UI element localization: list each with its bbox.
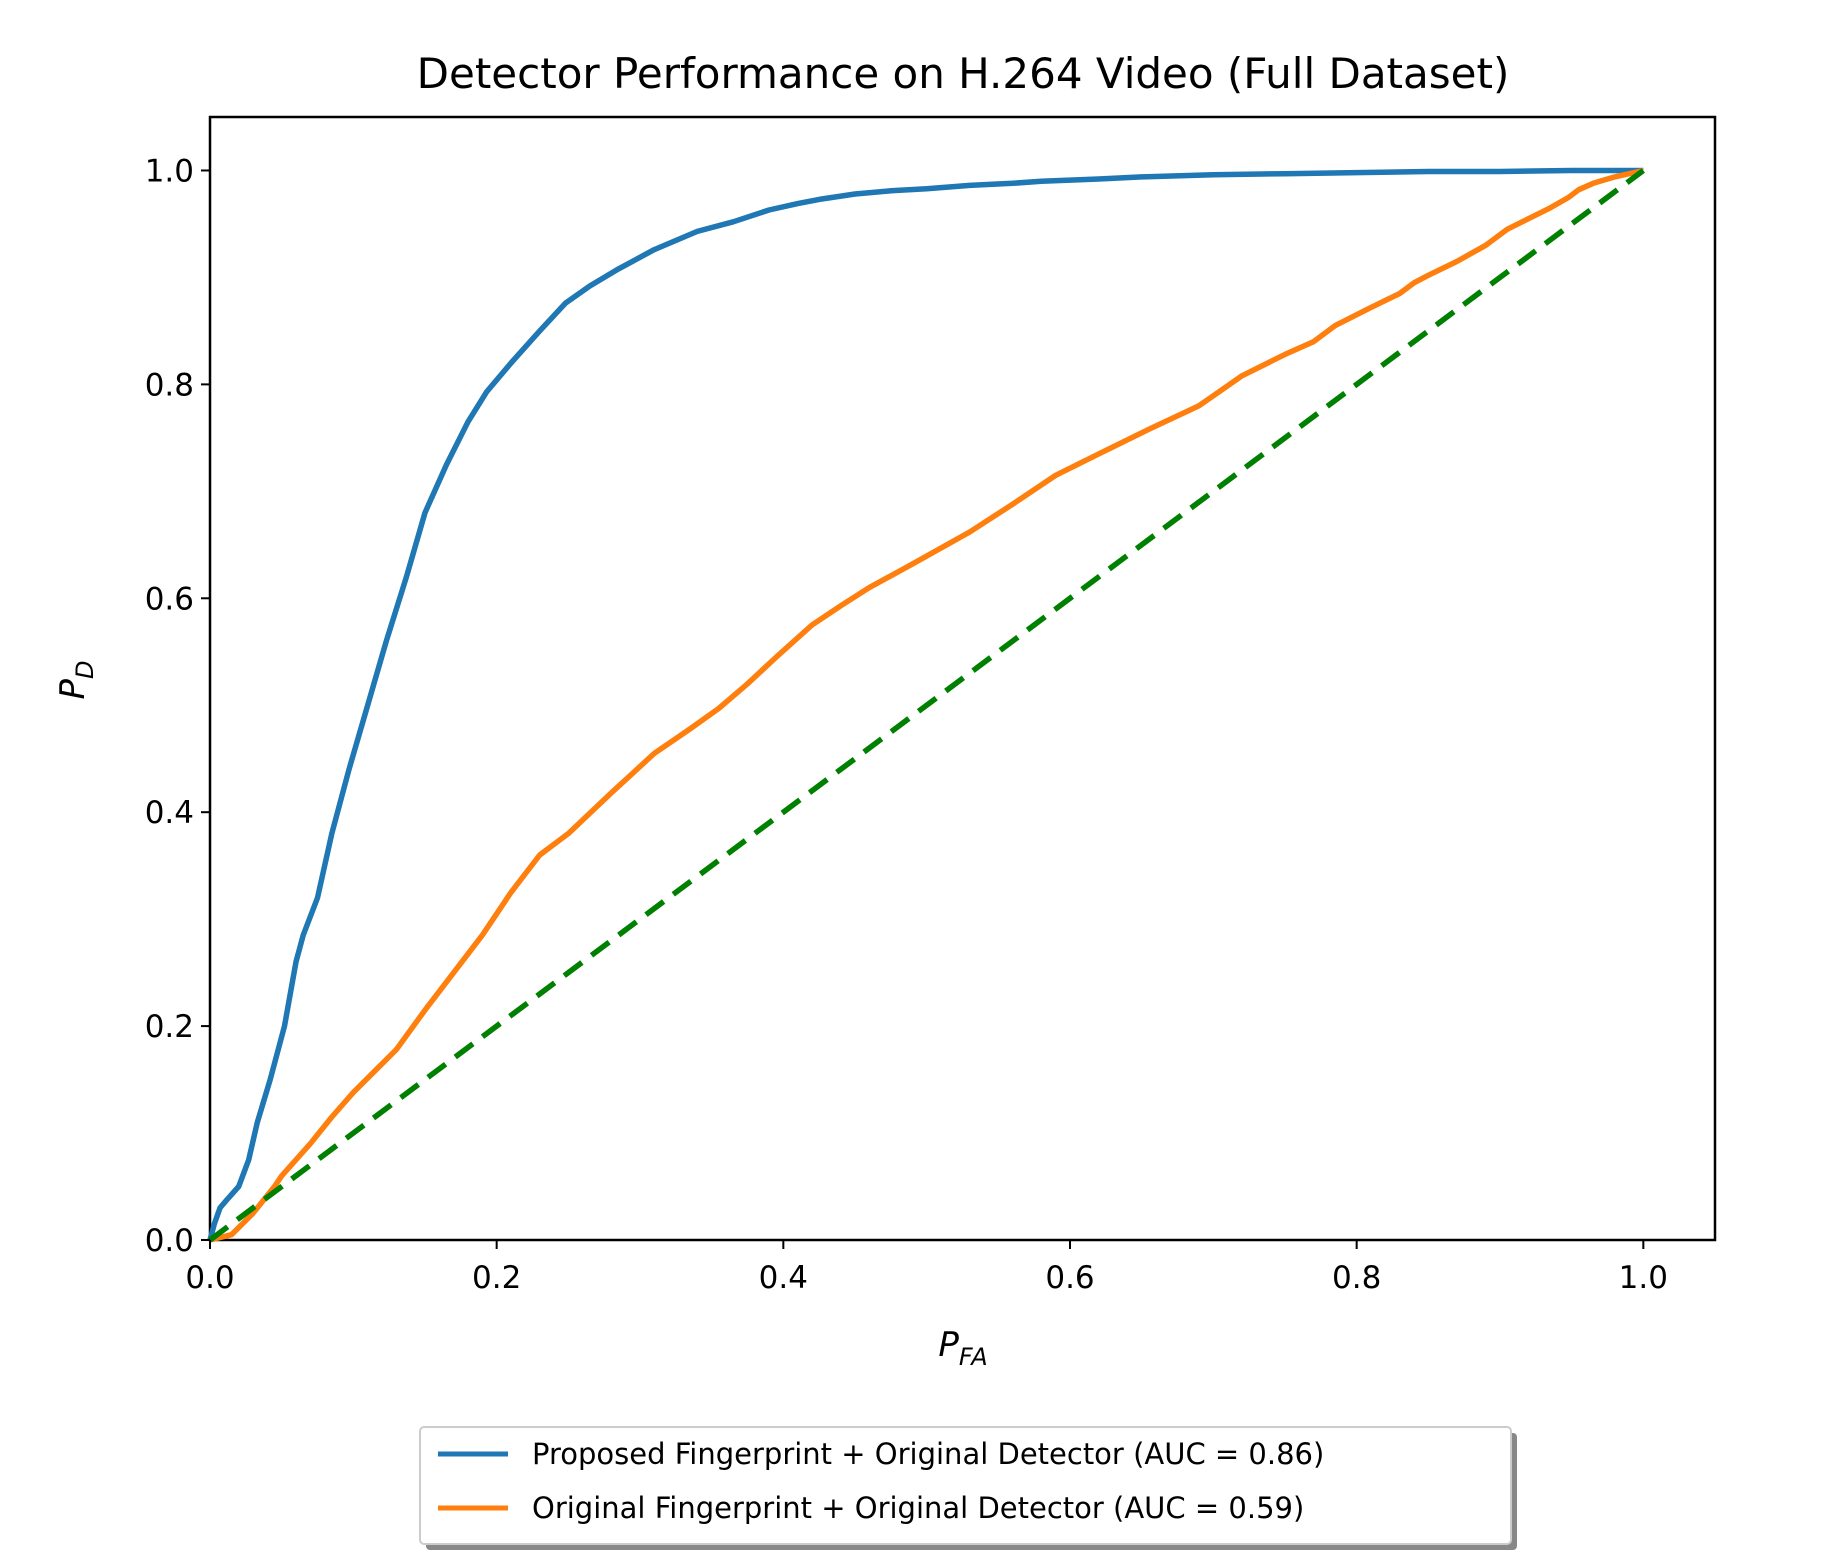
y-axis-label-sub: D [71, 661, 99, 679]
plot-frame [208, 115, 1717, 1242]
chart-title: Detector Performance on H.264 Video (Ful… [417, 49, 1510, 98]
chance-diagonal-line [208, 168, 1645, 1243]
y-axis-label-main: P [53, 679, 93, 700]
x-tick-label: 0.8 [1332, 1260, 1381, 1296]
y-tick-label: 0.2 [145, 1009, 194, 1045]
x-axis: 0.0 0.2 0.4 0.6 0.8 1.0 [185, 1240, 1668, 1296]
x-axis-label-main: P [938, 1325, 959, 1365]
legend: Proposed Fingerprint + Original Detector… [419, 1426, 1517, 1550]
x-tick-label: 0.2 [472, 1260, 521, 1296]
plot-area [207, 115, 1717, 1243]
y-axis: 0.0 0.2 0.4 0.6 0.8 1.0 [145, 153, 210, 1259]
x-axis-label: PFA [938, 1325, 987, 1371]
legend-frame [419, 1426, 1512, 1545]
x-tick-label: 1.0 [1619, 1260, 1668, 1296]
y-tick-label: 0.8 [145, 367, 194, 403]
y-tick-label: 0.6 [145, 581, 194, 617]
x-tick-label: 0.0 [185, 1260, 234, 1296]
y-tick-label: 1.0 [145, 153, 194, 189]
x-axis-label-sub: FA [959, 1343, 988, 1371]
original-roc-line [209, 167, 1644, 1243]
x-tick-label: 0.4 [759, 1260, 808, 1296]
series-layer [207, 167, 1645, 1243]
x-tick-label: 0.6 [1045, 1260, 1094, 1296]
y-tick-label: 0.4 [145, 795, 194, 831]
proposed-roc-line [207, 167, 1644, 1241]
y-tick-label: 0.0 [145, 1223, 194, 1259]
y-axis-label: PD [53, 661, 99, 700]
legend-label-proposed: Proposed Fingerprint + Original Detector… [532, 1437, 1324, 1471]
legend-label-original: Original Fingerprint + Original Detector… [532, 1491, 1304, 1525]
